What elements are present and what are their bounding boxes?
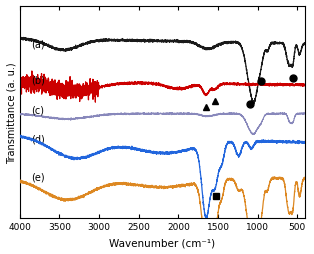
Y-axis label: Transmittance (a. u.): Transmittance (a. u.) (7, 62, 17, 163)
X-axis label: Wavenumber (cm⁻¹): Wavenumber (cm⁻¹) (109, 237, 215, 247)
Text: (a): (a) (32, 39, 45, 50)
Text: (b): (b) (32, 75, 46, 85)
Text: (c): (c) (32, 106, 45, 116)
Text: (e): (e) (32, 172, 45, 182)
Text: (d): (d) (32, 134, 45, 144)
